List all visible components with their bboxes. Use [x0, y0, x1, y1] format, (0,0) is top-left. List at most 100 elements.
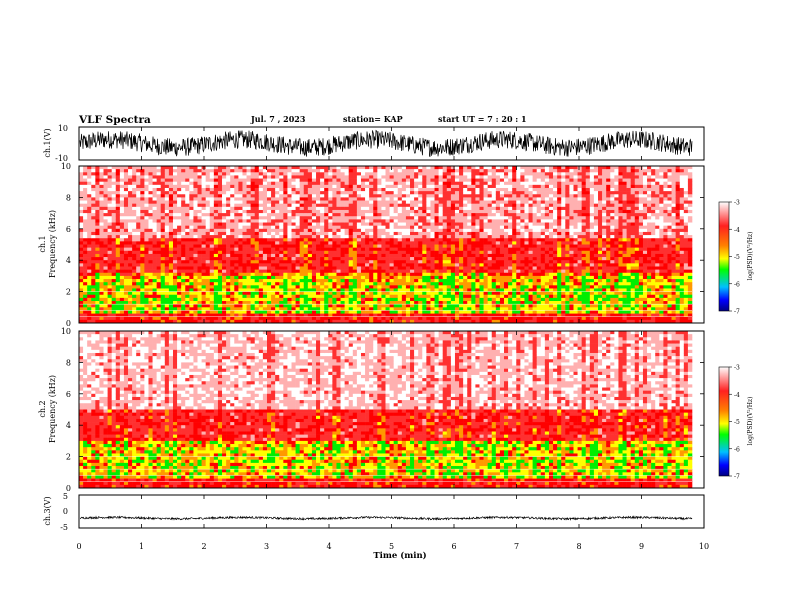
spectrogram-cell: [205, 241, 211, 245]
spectrogram-cell: [389, 178, 394, 182]
spectrogram-cell: [381, 266, 386, 270]
spectrogram-cell: [446, 247, 452, 252]
spectrogram-cell: [348, 260, 354, 264]
spectrogram-cell: [438, 316, 444, 321]
spectrogram-cell: [471, 260, 476, 264]
spectrogram-cell: [332, 313, 337, 318]
spectrogram-cell: [258, 222, 264, 226]
spectrogram-cell: [405, 247, 411, 252]
spectrogram-cell: [123, 285, 129, 289]
spectrogram-cell: [275, 166, 280, 170]
spectrogram-cell: [136, 310, 141, 314]
spectrogram-cell: [111, 172, 117, 176]
spectrogram-cell: [258, 288, 264, 292]
spectrogram-cell: [197, 297, 202, 302]
spectrogram-cell: [311, 187, 317, 192]
spectrogram-cell: [132, 294, 137, 299]
spectrogram-cell: [209, 275, 215, 280]
spectrogram-cell: [418, 206, 423, 211]
spectrogram-cell: [381, 200, 386, 204]
spectrogram-cell: [320, 181, 325, 186]
spectrogram-cell: [475, 175, 480, 179]
spectrogram-cell: [328, 181, 333, 186]
spectrogram-cell: [177, 247, 182, 252]
spectrogram-cell: [377, 200, 382, 204]
spectrogram-cell: [258, 191, 264, 195]
spectrogram-cell: [344, 206, 350, 211]
spectrogram-cell: [266, 279, 272, 283]
spectrogram-cell: [222, 213, 227, 217]
spectrogram-cell: [107, 247, 112, 252]
spectrogram-cell: [201, 279, 206, 283]
spectrogram-cell: [128, 291, 133, 296]
spectrogram-cell: [426, 272, 431, 277]
spectrogram-cell: [303, 310, 309, 314]
spectrogram-cell: [140, 285, 145, 289]
spectrogram-cell: [328, 297, 333, 302]
spectrogram-cell: [344, 260, 350, 264]
spectrogram-cell: [426, 191, 431, 195]
spectrogram-cell: [128, 310, 133, 314]
spectrogram-cell: [213, 257, 219, 261]
spectrogram-cell: [201, 272, 206, 277]
spectrogram-cell: [79, 181, 84, 186]
spectrogram-cell: [414, 247, 419, 252]
spectrogram-cell: [258, 247, 264, 252]
spectrogram-cell: [434, 219, 439, 223]
spectrogram-cell: [438, 319, 444, 324]
spectrogram-cell: [217, 169, 223, 173]
spectrogram-cell: [99, 297, 104, 302]
spectrogram-cell: [446, 319, 452, 324]
spectrogram-cell: [344, 257, 350, 261]
spectrogram-cell: [266, 253, 272, 258]
spectrogram-cell: [418, 222, 423, 226]
spectrogram-cell: [205, 235, 211, 239]
spectrogram-cell: [369, 301, 374, 305]
spectrogram-cell: [397, 253, 403, 258]
spectrogram-cell: [205, 260, 211, 264]
spectrogram-cell: [136, 301, 141, 305]
spectrogram-cell: [111, 219, 117, 223]
spectrogram-cell: [352, 285, 358, 289]
spectrogram-cell: [348, 225, 354, 230]
spectrogram-cell: [381, 166, 386, 170]
spectrogram-cell: [197, 178, 202, 182]
spectrogram-cell: [311, 316, 317, 321]
spectrogram-cell: [344, 247, 350, 252]
spectrogram-cell: [152, 228, 157, 233]
spectrogram-cell: [123, 206, 129, 211]
spectrogram-cell: [401, 222, 407, 226]
spectrogram-cell: [250, 244, 256, 248]
spectrogram-cell: [226, 241, 231, 245]
spectrogram-cell: [397, 291, 403, 296]
spectrogram-cell: [258, 219, 264, 223]
spectrogram-cell: [172, 219, 178, 223]
spectrogram-cell: [422, 269, 427, 274]
spectrogram-cell: [213, 260, 219, 264]
spectrogram-cell: [230, 285, 235, 289]
spectrogram-cell: [279, 263, 284, 267]
spectrogram-cell: [430, 225, 435, 230]
spectrogram-cell: [234, 316, 239, 321]
spectrogram-cell: [107, 181, 112, 186]
spectrogram-cell: [181, 222, 186, 226]
spectrogram-cell: [250, 213, 256, 217]
spectrogram-cell: [205, 288, 211, 292]
spectrogram-cell: [360, 231, 366, 236]
spectrogram-cell: [99, 172, 104, 176]
spectrogram-cell: [128, 228, 133, 233]
spectrogram-cell: [295, 269, 300, 274]
spectrogram-cell: [160, 313, 166, 318]
spectrogram-cell: [271, 175, 276, 179]
spectrogram-cell: [410, 291, 415, 296]
spectrogram-cell: [377, 310, 382, 314]
spectrogram-cell: [373, 263, 378, 267]
spectrogram-cell: [385, 169, 390, 173]
spectrogram-cell: [336, 247, 341, 252]
spectrogram-cell: [348, 307, 354, 311]
spectrogram-cell: [459, 209, 464, 214]
spectrogram-cell: [177, 235, 182, 239]
spectrogram-cell: [213, 197, 219, 201]
spectrogram-cell: [463, 172, 468, 176]
spectrogram-cell: [422, 257, 427, 261]
